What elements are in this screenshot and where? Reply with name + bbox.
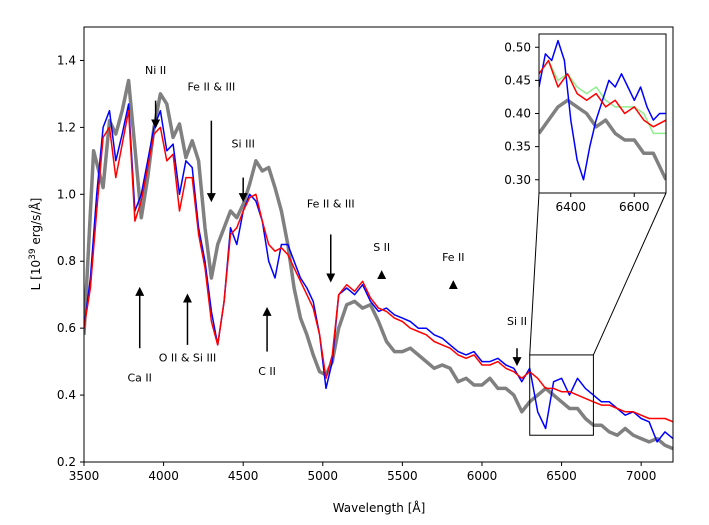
x-tick-label: 5500 bbox=[387, 469, 418, 483]
inset-series-line-green bbox=[539, 59, 666, 135]
inset-y-tick-label: 0.45 bbox=[504, 73, 531, 87]
x-tick-label: 3500 bbox=[69, 469, 100, 483]
inset-y-tick-label: 0.40 bbox=[504, 107, 531, 121]
annotation-label: Fe II & III bbox=[307, 198, 355, 211]
annotation-label: Fe II bbox=[442, 251, 464, 264]
y-axis-label-exponent: 39 bbox=[28, 248, 38, 260]
annotation-label: Si III bbox=[232, 137, 255, 150]
series-line-gray bbox=[84, 78, 673, 451]
x-tick-label: 7000 bbox=[626, 469, 657, 483]
inset-y-tick-label: 0.30 bbox=[504, 173, 531, 187]
x-tick-label: 5000 bbox=[308, 469, 339, 483]
x-tick-label: 4500 bbox=[228, 469, 259, 483]
x-tick-label: 6000 bbox=[467, 469, 498, 483]
inset-series-line-blue bbox=[539, 39, 666, 181]
x-tick-label: 6500 bbox=[546, 469, 577, 483]
inset-y-tick-label: 0.50 bbox=[504, 40, 531, 54]
inset-series-group bbox=[539, 39, 666, 181]
y-tick-label: 0.2 bbox=[57, 455, 76, 469]
y-tick-label: 0.6 bbox=[57, 321, 76, 335]
x-axis: 3500 4000 4500 5000 5500 6000 6500 7000 bbox=[69, 462, 657, 483]
annotation-label: Ni II bbox=[145, 64, 166, 77]
inset-series-line-gray bbox=[539, 98, 666, 181]
y-tick-label: 0.8 bbox=[57, 254, 76, 268]
series-line-blue bbox=[84, 103, 673, 443]
annotation-label: Ca II bbox=[128, 372, 152, 385]
x-tick-label: 4000 bbox=[148, 469, 179, 483]
inset-axes: 6400 6600 0.30 0.35 0.40 0.45 0.50 bbox=[504, 40, 649, 214]
annotation-label: O II & Si III bbox=[159, 352, 216, 365]
y-axis-label: L [1039 erg/s/Å] bbox=[28, 198, 43, 291]
annotations: Ni II Fe II & III Si III Fe II & III S II Fe … bbox=[128, 64, 527, 385]
annotation-label: Si II bbox=[507, 315, 527, 328]
x-axis-label: Wavelength [Å] bbox=[333, 500, 426, 515]
inset-background bbox=[539, 34, 666, 193]
y-axis: 0.2 0.4 0.6 0.8 1.0 1.2 1.4 bbox=[57, 53, 84, 469]
inset-y-tick-label: 0.35 bbox=[504, 140, 531, 154]
plot-frame bbox=[83, 26, 674, 463]
y-tick-label: 1.4 bbox=[57, 53, 76, 67]
zoom-connector-right bbox=[592, 192, 667, 356]
zoom-connector-left bbox=[529, 192, 540, 355]
y-axis-label-prefix: L [10 bbox=[29, 260, 43, 290]
zoom-indicator bbox=[529, 192, 667, 436]
annotation-label: C II bbox=[258, 365, 276, 378]
main-series-group bbox=[84, 78, 673, 451]
zoom-box bbox=[529, 354, 594, 436]
y-tick-label: 0.4 bbox=[57, 388, 76, 402]
y-tick-label: 1.2 bbox=[57, 120, 76, 134]
annotation-label: Fe II & III bbox=[187, 81, 235, 94]
inset-x-tick-label: 6400 bbox=[555, 200, 586, 214]
series-line-red bbox=[84, 109, 673, 423]
annotation-label: S II bbox=[373, 241, 390, 254]
y-axis-label-suffix: erg/s/Å] bbox=[28, 198, 43, 249]
inset-x-tick-label: 6600 bbox=[619, 200, 650, 214]
inset-series-line-red bbox=[539, 59, 666, 128]
y-tick-label: 1.0 bbox=[57, 187, 76, 201]
